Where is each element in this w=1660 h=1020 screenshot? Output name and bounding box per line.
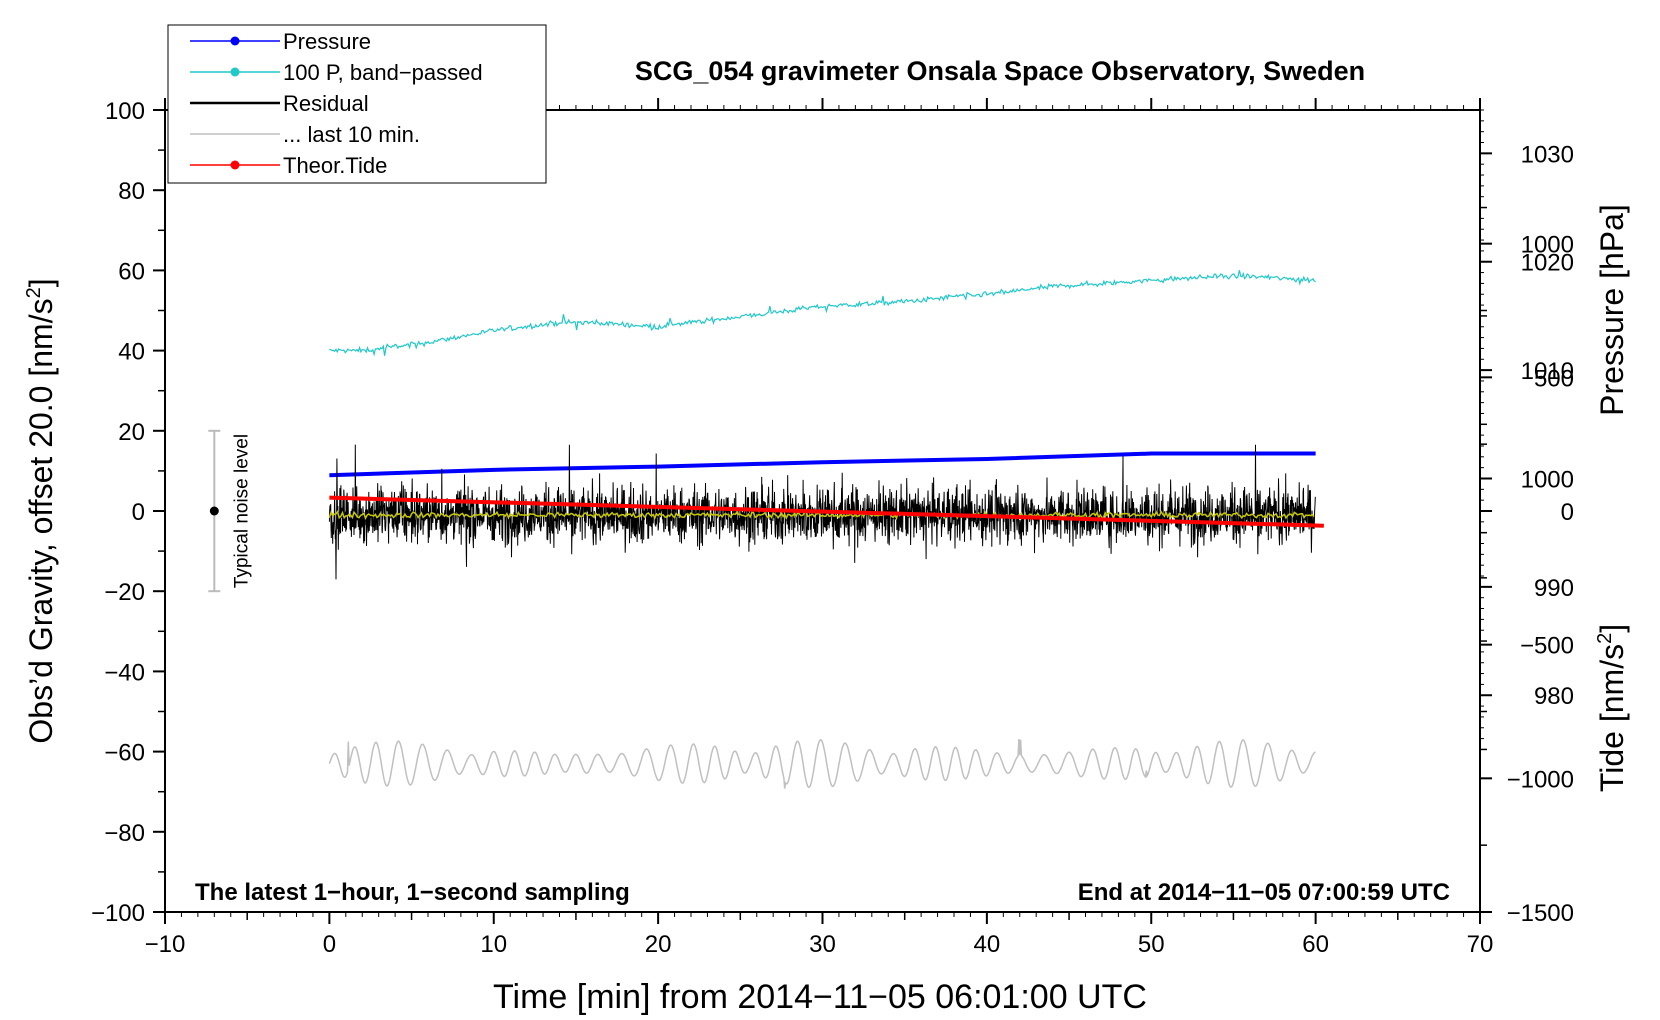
bottom-right-note: End at 2014−11−05 07:00:59 UTC	[1078, 879, 1450, 906]
x-tick-label: 70	[1467, 931, 1494, 958]
legend-marker	[230, 160, 240, 170]
pressure-tick-label: 980	[1534, 683, 1574, 710]
y-left-tick-label: −40	[104, 659, 145, 686]
pressure-tick-label: 990	[1534, 575, 1574, 602]
tide-label-main: Tide [nm/s	[1594, 644, 1630, 792]
tide-tick-label: −1500	[1507, 900, 1574, 927]
tide-axis-label: Tide [nm/s2]	[1594, 624, 1630, 792]
chart-title: SCG_054 gravimeter Onsala Space Observat…	[635, 56, 1365, 86]
y-left-tick-label: −60	[104, 740, 145, 767]
x-tick-label: 20	[645, 931, 672, 958]
pressure-tick-label: 1030	[1521, 141, 1574, 168]
tide-tick-label: −500	[1520, 633, 1574, 660]
legend-marker	[230, 67, 240, 77]
legend-label: ... last 10 min.	[283, 122, 420, 147]
tide-axis-ticks: 1000 500 0 −500 −1000 −1500	[1480, 232, 1574, 927]
series-tide	[329, 495, 1324, 528]
pressure-axis-label: Pressure [hPa]	[1594, 204, 1630, 416]
x-tick-label: 30	[809, 931, 836, 958]
series-last-10-min	[328, 738, 1316, 789]
pressure-tick-label: 1010	[1521, 358, 1574, 385]
y-left-tick-label: 80	[118, 178, 145, 205]
y-left-tick-label: 100	[105, 98, 145, 125]
tide-tick-label: 1000	[1521, 232, 1574, 259]
legend-label: Pressure	[283, 29, 371, 54]
series-residual	[328, 444, 1316, 580]
y-left-tick-label: 60	[118, 258, 145, 285]
x-tick-label: 10	[480, 931, 507, 958]
pressure-axis-ticks: 1030 1020 1010 1000 990 980	[1480, 109, 1574, 751]
y-left-label-main: Obs’d Gravity, offset 20.0 [nm/s	[23, 298, 59, 743]
y-left-tick-label: −80	[104, 820, 145, 847]
tide-label-sup: 2	[1594, 633, 1616, 644]
noise-label: Typical noise level	[231, 434, 252, 588]
pressure-tick-label: 1020	[1521, 250, 1574, 277]
tide-tick-label: −1000	[1507, 766, 1574, 793]
bottom-left-note: The latest 1−hour, 1−second sampling	[195, 879, 630, 906]
y-left-tick-label: 20	[118, 419, 145, 446]
x-tick-label: 60	[1302, 931, 1329, 958]
y-left-tick-label: 0	[132, 499, 145, 526]
tide-label-end: ]	[1594, 624, 1630, 633]
series-residual-smoothed	[328, 509, 1315, 521]
x-tick-label: 0	[323, 931, 336, 958]
noise-dot	[209, 506, 219, 516]
x-axis-ticks: −10 0 10 20 30 40 50 60 70	[145, 98, 1494, 958]
y-left-tick-label: −100	[91, 900, 145, 927]
series-pressure-bandpassed	[329, 270, 1316, 357]
x-tick-label: 40	[974, 931, 1001, 958]
pressure-tick-label: 1000	[1521, 466, 1574, 493]
series-pressure	[329, 451, 1316, 478]
legend-label: Theor.Tide	[283, 153, 387, 178]
y-left-tick-label: −20	[104, 579, 145, 606]
series-layer	[328, 270, 1324, 789]
y-left-tick-label: 40	[118, 339, 145, 366]
tide-tick-label: 500	[1534, 365, 1574, 392]
x-tick-label: −10	[145, 931, 186, 958]
noise-indicator: Typical noise level	[208, 429, 252, 593]
legend-label: Residual	[283, 91, 369, 116]
x-tick-label: 50	[1138, 931, 1165, 958]
y-left-label-end: ]	[23, 278, 59, 287]
x-axis-label: Time [min] from 2014−11−05 06:01:00 UTC	[493, 978, 1147, 1016]
y-left-axis-ticks: 100 80 60 40 20 0 −20 −40 −60 −80 −100	[91, 98, 165, 927]
legend: Pressure 100 P, band−passed Residual ... la…	[167, 24, 547, 184]
legend-marker	[230, 36, 240, 46]
legend-label: 100 P, band−passed	[283, 60, 483, 85]
tide-tick-label: 0	[1561, 499, 1574, 526]
y-left-label-sup: 2	[23, 287, 45, 298]
y-left-axis-label: Obs’d Gravity, offset 20.0 [nm/s2]	[23, 278, 59, 743]
